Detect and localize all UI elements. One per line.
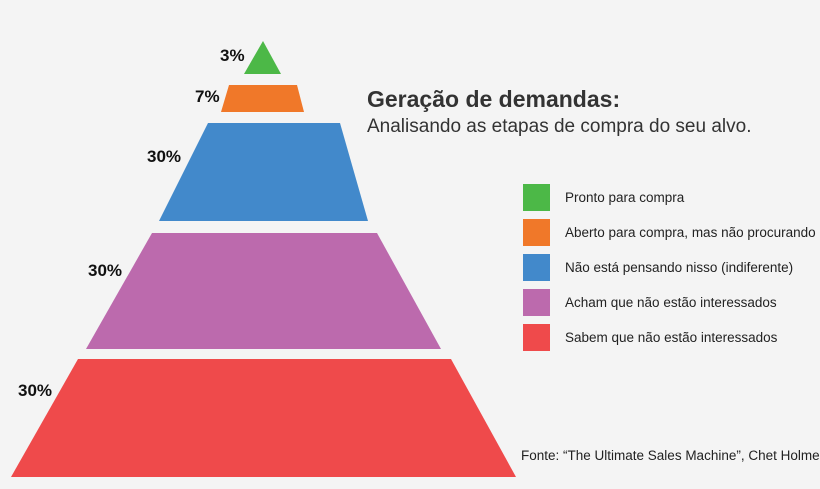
pyramid-chart <box>11 41 516 477</box>
pyramid-segment-acham <box>86 233 441 349</box>
legend-label: Pronto para compra <box>565 189 685 205</box>
chart-subtitle: Analisando as etapas de compra do seu al… <box>367 116 752 137</box>
pct-label-sabem: 30% <box>18 381 53 400</box>
pct-label-pronto: 3% <box>220 46 245 65</box>
chart-title: Geração de demandas: <box>367 86 621 112</box>
pyramid-segment-pronto <box>244 41 281 74</box>
legend-swatch <box>523 253 550 281</box>
legend-swatch <box>523 323 550 351</box>
legend-label: Aberto para compra, mas não procurando <box>565 224 816 240</box>
pct-label-indiferente: 30% <box>147 147 182 166</box>
legend-item-pronto: Pronto para compra <box>523 183 816 211</box>
pct-label-aberto: 7% <box>195 87 220 106</box>
legend-item-indiferente: Não está pensando nisso (indiferente) <box>523 253 816 281</box>
legend: Pronto para compra Aberto para compra, m… <box>523 183 816 358</box>
legend-item-sabem: Sabem que não estão interessados <box>523 323 816 351</box>
legend-label: Acham que não estão interessados <box>565 294 777 310</box>
legend-swatch <box>523 218 550 246</box>
legend-swatch <box>523 288 550 316</box>
pyramid-segment-aberto <box>221 85 304 112</box>
pct-label-acham: 30% <box>88 261 123 280</box>
legend-label: Não está pensando nisso (indiferente) <box>565 259 794 275</box>
legend-swatch <box>523 183 550 211</box>
legend-label: Sabem que não estão interessados <box>565 329 778 345</box>
pyramid-segment-indiferente <box>159 123 368 221</box>
pyramid-segment-sabem <box>11 359 516 477</box>
source-note: Fonte: “The Ultimate Sales Machine”, Che… <box>521 448 820 463</box>
legend-item-aberto: Aberto para compra, mas não procurando <box>523 218 816 246</box>
legend-item-acham: Acham que não estão interessados <box>523 288 816 316</box>
